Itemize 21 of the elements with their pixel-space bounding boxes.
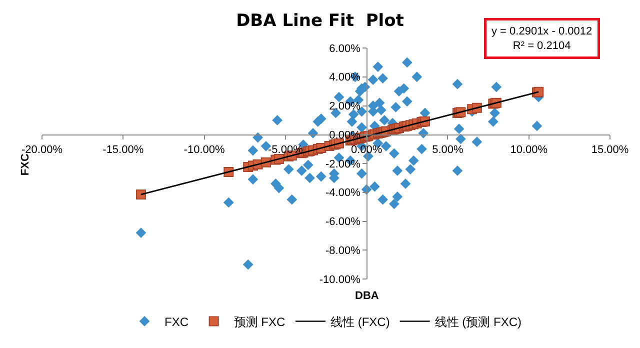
y-tick-label: 6.00% (329, 42, 361, 55)
x-tick-label: 15.00% (591, 144, 629, 156)
y-tick-label: -10.00% (319, 274, 361, 286)
x-tick-label: 10.00% (510, 144, 548, 156)
chart-title: DBA Line Fit Plot (236, 10, 404, 31)
y-tick-label: -6.00% (326, 216, 361, 228)
legend-label: 线性 (预测 FXC) (434, 314, 522, 329)
x-tick-label: -15.00% (102, 144, 144, 156)
y-tick-label: -4.00% (326, 187, 361, 200)
x-tick-label: 5.00% (432, 144, 464, 156)
y-axis-title: FXC (19, 154, 32, 176)
legend-label: FXC (164, 314, 189, 329)
x-axis-title: DBA (355, 290, 379, 302)
annotation: R² = 0.2104 (512, 40, 571, 52)
x-tick-label: -10.00% (184, 144, 225, 156)
legend-label: 线性 (FXC) (330, 314, 390, 329)
y-tick-label: -8.00% (326, 244, 361, 257)
y-tick-label: 2.00% (329, 100, 361, 113)
text: y = 0.2901x - 0.0012 (492, 26, 592, 38)
legend-label: 预测 FXC (234, 314, 286, 329)
y-tick-label: -2.00% (326, 158, 361, 170)
